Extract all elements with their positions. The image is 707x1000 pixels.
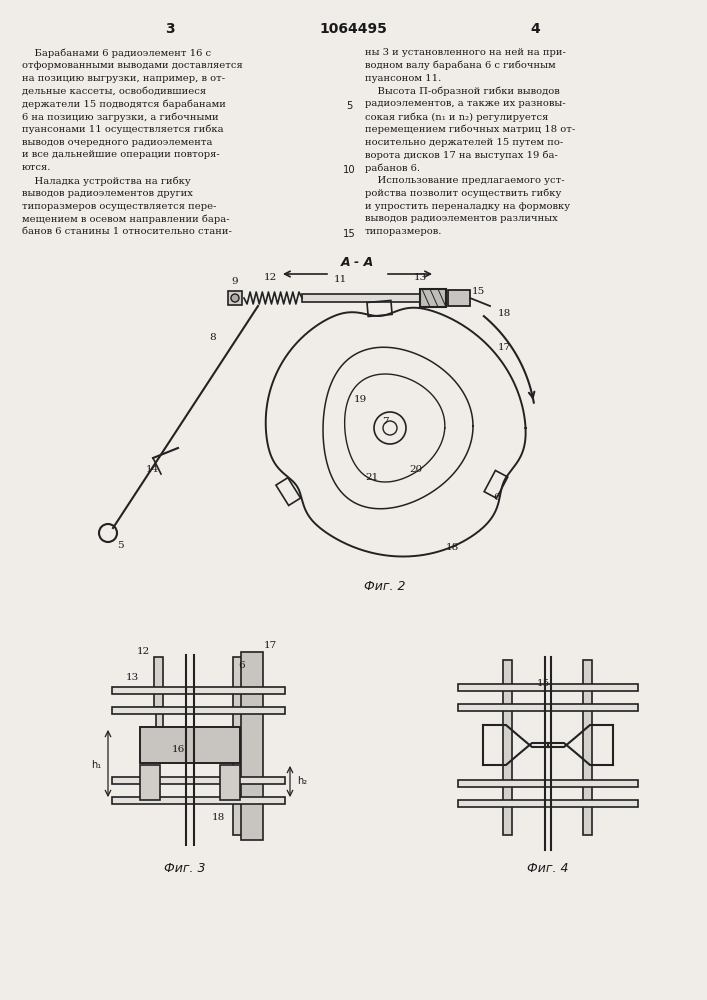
Text: 7: 7 — [382, 418, 388, 426]
Text: 18: 18 — [498, 308, 510, 318]
Text: ны 3 и установленного на ней на при-: ны 3 и установленного на ней на при- — [365, 48, 566, 57]
FancyBboxPatch shape — [241, 652, 263, 840]
Text: на позицию выгрузки, например, в от-: на позицию выгрузки, например, в от- — [22, 74, 225, 83]
FancyBboxPatch shape — [233, 657, 243, 835]
Text: A - A: A - A — [340, 255, 373, 268]
Text: Барабанами 6 радиоэлемент 16 с: Барабанами 6 радиоэлемент 16 с — [22, 48, 211, 57]
Text: 13: 13 — [125, 672, 139, 682]
FancyBboxPatch shape — [420, 289, 446, 307]
Text: Высота П-образной гибки выводов: Высота П-образной гибки выводов — [365, 86, 560, 96]
Text: пуансоном 11.: пуансоном 11. — [365, 74, 441, 83]
Text: 5: 5 — [117, 542, 123, 550]
FancyBboxPatch shape — [448, 290, 470, 306]
Text: 4: 4 — [530, 22, 540, 36]
Text: и упростить переналадку на формовку: и упростить переналадку на формовку — [365, 202, 570, 211]
Text: и все дальнейшие операции повторя-: и все дальнейшие операции повторя- — [22, 150, 220, 159]
Text: 8: 8 — [210, 334, 216, 342]
FancyBboxPatch shape — [458, 800, 638, 806]
FancyBboxPatch shape — [228, 291, 242, 305]
FancyBboxPatch shape — [154, 657, 163, 709]
Text: перемещением гибочных матриц 18 от-: перемещением гибочных матриц 18 от- — [365, 125, 575, 134]
Text: отформованными выводами доставляется: отформованными выводами доставляется — [22, 61, 243, 70]
FancyBboxPatch shape — [156, 707, 163, 735]
Text: радиоэлементов, а также их разновы-: радиоэлементов, а также их разновы- — [365, 99, 566, 108]
Circle shape — [231, 294, 239, 302]
Text: h₁: h₁ — [91, 760, 101, 770]
Text: 6: 6 — [239, 660, 245, 670]
Text: 15: 15 — [472, 286, 484, 296]
Text: 17: 17 — [498, 344, 510, 353]
FancyBboxPatch shape — [140, 727, 240, 763]
Text: 16: 16 — [171, 744, 185, 754]
Text: выводов очередного радиоэлемента: выводов очередного радиоэлемента — [22, 138, 213, 147]
Text: держатели 15 подводятся барабанами: держатели 15 подводятся барабанами — [22, 99, 226, 109]
Text: 14: 14 — [146, 466, 158, 475]
Text: типоразмеров осуществляется пере-: типоразмеров осуществляется пере- — [22, 202, 216, 211]
FancyBboxPatch shape — [140, 765, 160, 800]
Text: Фиг. 2: Фиг. 2 — [364, 580, 406, 593]
Text: носительно держателей 15 путем по-: носительно держателей 15 путем по- — [365, 138, 563, 147]
Text: 9: 9 — [232, 277, 238, 286]
Text: 5: 5 — [346, 101, 352, 111]
Text: пуансонами 11 осуществляется гибка: пуансонами 11 осуществляется гибка — [22, 125, 223, 134]
FancyBboxPatch shape — [458, 704, 638, 710]
Text: Фиг. 3: Фиг. 3 — [164, 862, 206, 875]
Text: Использование предлагаемого уст-: Использование предлагаемого уст- — [365, 176, 565, 185]
Text: 19: 19 — [354, 395, 367, 404]
Text: 10: 10 — [343, 165, 356, 175]
Text: 6 на позицию загрузки, а гибочными: 6 на позицию загрузки, а гибочными — [22, 112, 218, 121]
Text: Фиг. 4: Фиг. 4 — [527, 862, 568, 875]
Text: 12: 12 — [264, 273, 276, 282]
Text: ворота дисков 17 на выступах 19 ба-: ворота дисков 17 на выступах 19 ба- — [365, 150, 558, 160]
FancyBboxPatch shape — [112, 796, 285, 804]
Text: ются.: ются. — [22, 163, 52, 172]
Text: ройства позволит осуществить гибку: ройства позволит осуществить гибку — [365, 189, 561, 198]
FancyBboxPatch shape — [458, 684, 638, 690]
Text: выводов радиоэлементов различных: выводов радиоэлементов различных — [365, 214, 558, 223]
FancyBboxPatch shape — [302, 294, 422, 302]
Text: 17: 17 — [264, 641, 276, 650]
Text: 20: 20 — [409, 466, 423, 475]
Text: 12: 12 — [136, 648, 150, 656]
Text: 15: 15 — [537, 678, 549, 688]
Text: дельные кассеты, освободившиеся: дельные кассеты, освободившиеся — [22, 86, 206, 95]
Text: 1064495: 1064495 — [319, 22, 387, 36]
FancyBboxPatch shape — [112, 706, 285, 714]
Text: выводов радиоэлементов других: выводов радиоэлементов других — [22, 189, 193, 198]
Text: 15: 15 — [343, 229, 356, 239]
Text: рабанов 6.: рабанов 6. — [365, 163, 420, 173]
Text: 11: 11 — [334, 275, 346, 284]
Text: h₂: h₂ — [297, 776, 307, 786]
Text: 21: 21 — [366, 474, 379, 483]
Text: типоразмеров.: типоразмеров. — [365, 227, 443, 236]
FancyBboxPatch shape — [220, 765, 240, 800]
Text: 6: 6 — [493, 492, 501, 502]
Text: банов 6 станины 1 относительно стани-: банов 6 станины 1 относительно стани- — [22, 227, 232, 236]
Text: водном валу барабана 6 с гибочным: водном валу барабана 6 с гибочным — [365, 61, 556, 70]
FancyBboxPatch shape — [503, 660, 513, 835]
Text: 3: 3 — [165, 22, 175, 36]
Text: Наладка устройства на гибку: Наладка устройства на гибку — [22, 176, 191, 186]
FancyBboxPatch shape — [458, 780, 638, 786]
Text: 13: 13 — [414, 273, 426, 282]
Text: сокая гибка (n₁ и n₂) регулируется: сокая гибка (n₁ и n₂) регулируется — [365, 112, 549, 121]
Text: 18: 18 — [445, 544, 459, 552]
FancyBboxPatch shape — [112, 686, 285, 694]
Text: мещением в осевом направлении бара-: мещением в осевом направлении бара- — [22, 214, 230, 224]
Text: 18: 18 — [211, 812, 225, 822]
FancyBboxPatch shape — [583, 660, 592, 835]
FancyBboxPatch shape — [112, 776, 285, 784]
